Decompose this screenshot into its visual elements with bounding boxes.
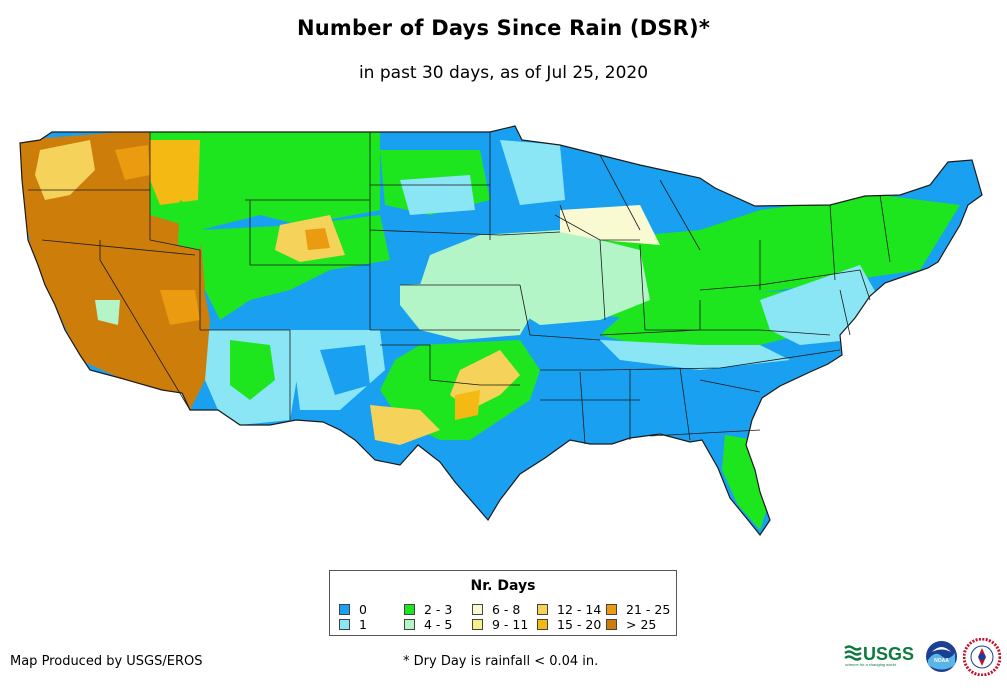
nws-logo (963, 638, 1001, 676)
dry-day-footnote: * Dry Day is rainfall < 0.04 in. (403, 654, 599, 669)
legend-label-4: 6 - 8 (492, 602, 521, 617)
legend-swatch-5 (472, 619, 483, 630)
legend-item-7: 15 - 20 (537, 618, 601, 632)
legend-item-4: 6 - 8 (472, 603, 520, 617)
legend-item-3: 4 - 5 (404, 618, 452, 632)
legend-swatch-9 (606, 619, 617, 630)
state-borders (19, 125, 983, 537)
legend-label-2: 2 - 3 (424, 602, 453, 617)
legend-box: Nr. Days 0 1 2 - 3 4 - 5 6 - 8 9 - 11 12… (329, 570, 677, 636)
legend-label-8: 21 - 25 (626, 602, 671, 617)
legend-swatch-8 (606, 604, 617, 615)
legend-label-0: 0 (359, 602, 367, 617)
legend-item-5: 9 - 11 (472, 618, 528, 632)
legend-swatch-2 (404, 604, 415, 615)
usgs-logo-text: USGS (863, 644, 914, 664)
legend-label-1: 1 (359, 617, 367, 632)
legend-label-9: > 25 (626, 617, 657, 632)
noaa-logo-text: NOAA (934, 658, 949, 664)
legend-label-6: 12 - 14 (557, 602, 602, 617)
noaa-gull (932, 647, 951, 652)
legend-item-6: 12 - 14 (537, 603, 601, 617)
usgs-tagline: science for a changing world (845, 662, 896, 667)
usgs-wave-mark (844, 645, 862, 661)
legend-item-1: 1 (339, 618, 367, 632)
legend-item-9: > 25 (606, 618, 656, 632)
noaa-wave (928, 653, 955, 670)
legend-swatch-3 (404, 619, 415, 630)
legend-label-5: 9 - 11 (492, 617, 529, 632)
legend-item-2: 2 - 3 (404, 603, 452, 617)
map-subtitle: in past 30 days, as of Jul 25, 2020 (358, 63, 649, 83)
legend-swatch-4 (472, 604, 483, 615)
legend-label-3: 4 - 5 (424, 617, 453, 632)
legend-item-0: 0 (339, 603, 367, 617)
nws-center-dot (978, 653, 986, 661)
legend-title: Nr. Days (470, 578, 536, 594)
map-title: Number of Days Since Rain (DSR)* (296, 16, 711, 40)
map-credit: Map Produced by USGS/EROS (10, 654, 203, 669)
noaa-logo: NOAA (926, 641, 957, 672)
legend-swatch-1 (339, 619, 350, 630)
legend-swatch-0 (339, 604, 350, 615)
legend-item-8: 21 - 25 (606, 603, 670, 617)
legend-swatch-6 (537, 604, 548, 615)
legend-swatch-7 (537, 619, 548, 630)
usgs-logo: USGS science for a changing world (844, 644, 914, 667)
us-dsr-map (19, 125, 983, 537)
legend-label-7: 15 - 20 (557, 617, 602, 632)
